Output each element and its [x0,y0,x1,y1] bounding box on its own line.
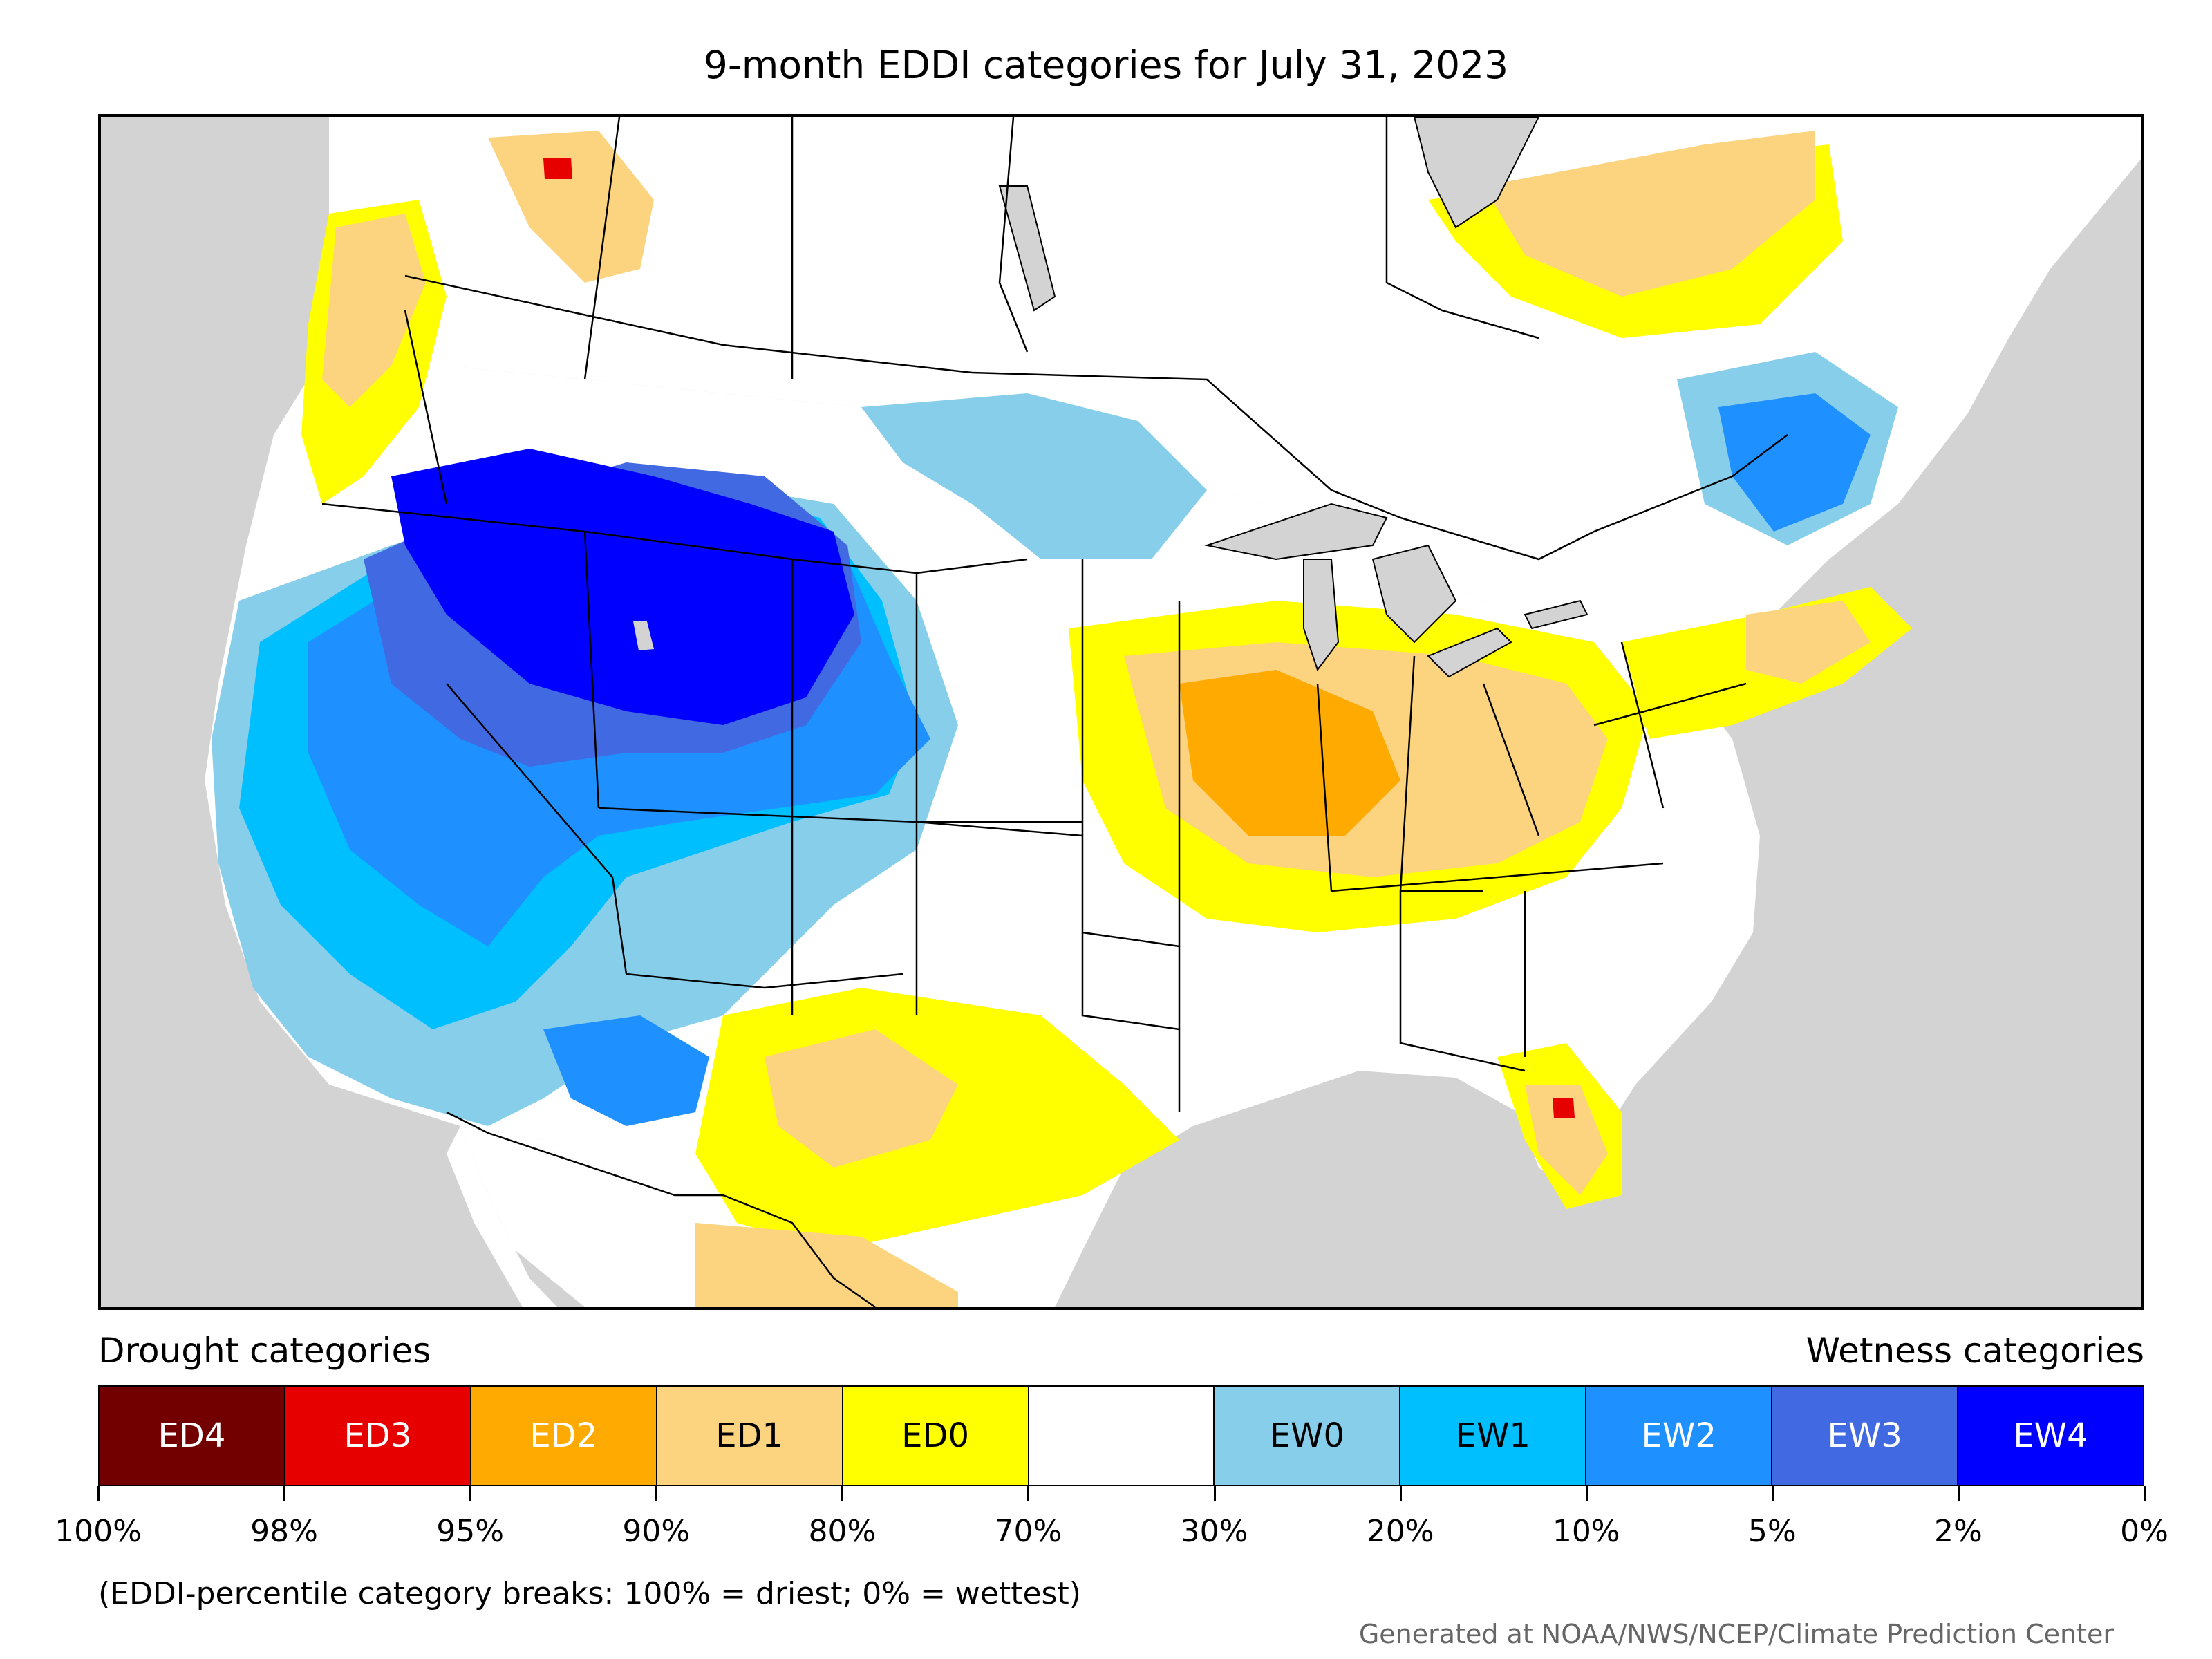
legend-swatch-ed0: ED0 [843,1387,1029,1485]
legend-tick [1771,1486,1774,1501]
legend-swatch-ew2: EW2 [1586,1387,1773,1485]
dry-ed1-quebec [1483,131,1815,297]
credit-text: Generated at NOAA/NWS/NCEP/Climate Predi… [1358,1619,2114,1649]
legend-swatch-ed4: ED4 [100,1387,285,1485]
legend-swatch-ew4: EW4 [1958,1387,2143,1485]
dry-ed2-midwest [1179,670,1400,836]
legend-swatch-ew3: EW3 [1772,1387,1959,1485]
legend-tick-label: 98% [250,1514,318,1549]
legend-tick-label: 0% [2120,1514,2168,1549]
legend-tick-label: 100% [55,1514,142,1549]
dry-ed1-florida [1525,1085,1608,1195]
wet-ew2-quebec [1718,393,1871,532]
legend-swatch-ed3: ED3 [285,1387,471,1485]
legend-tick-label: 30% [1180,1514,1248,1549]
baja-landmass [447,1126,557,1307]
state-lines-east [1316,641,1747,1072]
legend-tick-label: 5% [1747,1514,1797,1549]
legend-swatch-ed1: ED1 [657,1387,843,1485]
legend-tick [469,1486,472,1501]
lake-ontario [1524,599,1588,630]
legend-tick-label: 80% [808,1514,877,1549]
wet-ew4-west [391,449,854,725]
legend-colorbar: ED4 ED3 ED2 ED1 ED0 EW0 EW1 EW2 EW3 EW4 [98,1385,2144,1486]
legend-tick-label: 2% [1934,1514,1983,1549]
legend-swatch-ew1: EW1 [1400,1387,1587,1485]
legend-tick-label: 90% [622,1514,691,1549]
legend-tick [841,1486,844,1501]
legend-tick [2144,1486,2146,1501]
legend-tick-label: 70% [994,1514,1062,1549]
lake-huron [1371,544,1457,644]
lake-michigan [1303,559,1340,672]
us-mexico-border [446,1111,876,1307]
borders [321,117,1788,1307]
lake-erie [1427,627,1512,678]
legend-tick [1399,1486,1402,1501]
legend-tick [1957,1486,1960,1501]
us-canada-border [404,274,1788,561]
legend-swatch-normal [1029,1387,1215,1485]
legend-tick [283,1486,286,1501]
hudson-bay [1413,117,1540,229]
state-lines-west [321,310,1083,1015]
dry-ed3-bc [543,158,572,179]
dry-ed1-pacificnw [322,214,426,407]
legend-tick [97,1486,100,1501]
legend-tick-labels: 100% 98% 95% 90% 80% 70% 30% 20% 10% 5% 2% 0% [55,1514,2168,1555]
lake-superior [1204,503,1388,561]
legend-tick-label: 20% [1366,1514,1434,1549]
legend-tick-label: 95% [436,1514,505,1549]
wetness-categories-label: Wetness categories [1806,1331,2144,1371]
wet-ew2-southwest [543,1015,709,1126]
state-lines-central [915,559,1181,1112]
province-lines [583,117,1539,380]
dry-ed1-texas [765,1029,958,1168]
eddi-map [98,114,2144,1310]
legend-tick [1027,1486,1030,1501]
wet-ew0-northcentral [861,393,1207,559]
map-title: 9-month EDDI categories for July 31, 202… [703,43,1509,87]
legend-tick [1213,1486,1216,1501]
legend-ticks [97,1486,2146,1503]
legend-swatch-ed2: ED2 [471,1387,657,1485]
dry-ed1-mexico [695,1223,958,1307]
category-breaks-note: (EDDI-percentile category breaks: 100% =… [98,1576,1081,1611]
legend-tick [655,1486,658,1501]
dry-ed1-northeast [1746,601,1871,684]
drought-categories-label: Drought categories [98,1331,431,1371]
dry-ed3-florida [1553,1098,1575,1118]
lake-winnipeg [998,185,1056,312]
legend-tick [1585,1486,1588,1501]
legend-tick-label: 10% [1552,1514,1620,1549]
legend-swatch-ew0: EW0 [1215,1387,1401,1485]
us-map-svg [205,117,2141,1307]
great-salt-lake [633,621,654,650]
